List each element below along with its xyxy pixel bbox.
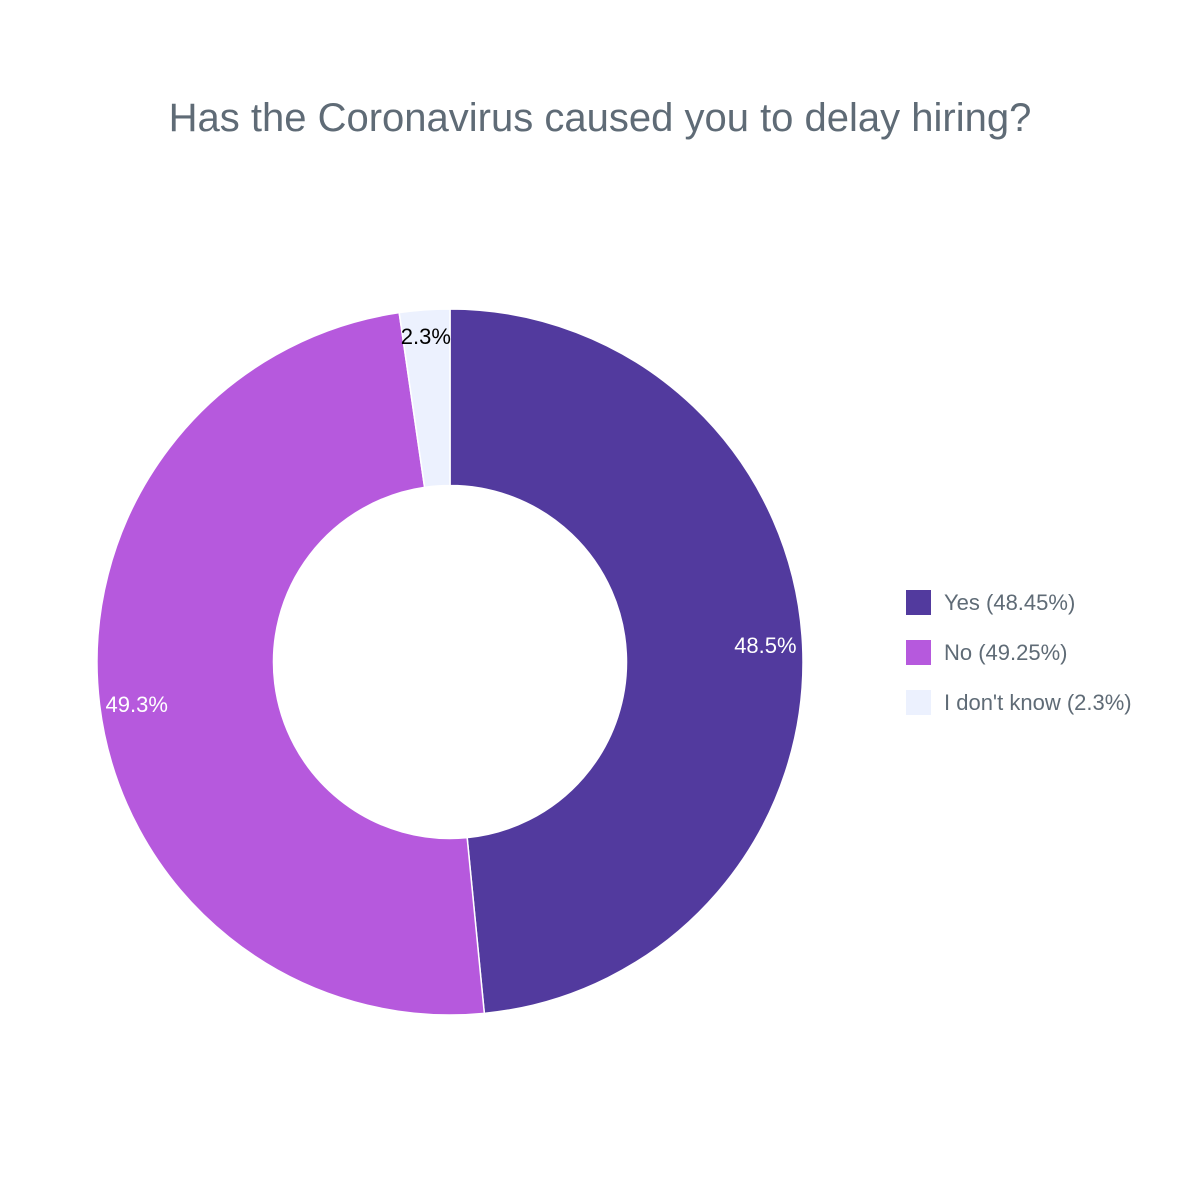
slice-yes (449, 308, 804, 1015)
slice-labels: 48.5% 49.3% 2.3% (106, 324, 797, 717)
slice-i-don-t-know (398, 308, 451, 489)
legend-swatch-yes (906, 590, 931, 615)
legend-label-yes: Yes (48.45%) (944, 590, 1075, 615)
chart-title: Has the Coronavirus caused you to delay … (169, 96, 1032, 140)
donut-slices (96, 308, 804, 1016)
slice-label-yes: 48.5% (734, 633, 796, 658)
legend-label-i-don-t-know: I don't know (2.3%) (944, 690, 1132, 715)
legend-swatch-i-don-t-know (906, 690, 931, 715)
slice-no (96, 311, 486, 1016)
legend-label-no: No (49.25%) (944, 640, 1068, 665)
legend-swatch-no (906, 640, 931, 665)
legend: Yes (48.45%) No (49.25%) I don't know (2.3… (906, 590, 1132, 715)
slice-label-i-don-t-know: 2.3% (401, 324, 451, 349)
slice-label-no: 49.3% (106, 692, 168, 717)
